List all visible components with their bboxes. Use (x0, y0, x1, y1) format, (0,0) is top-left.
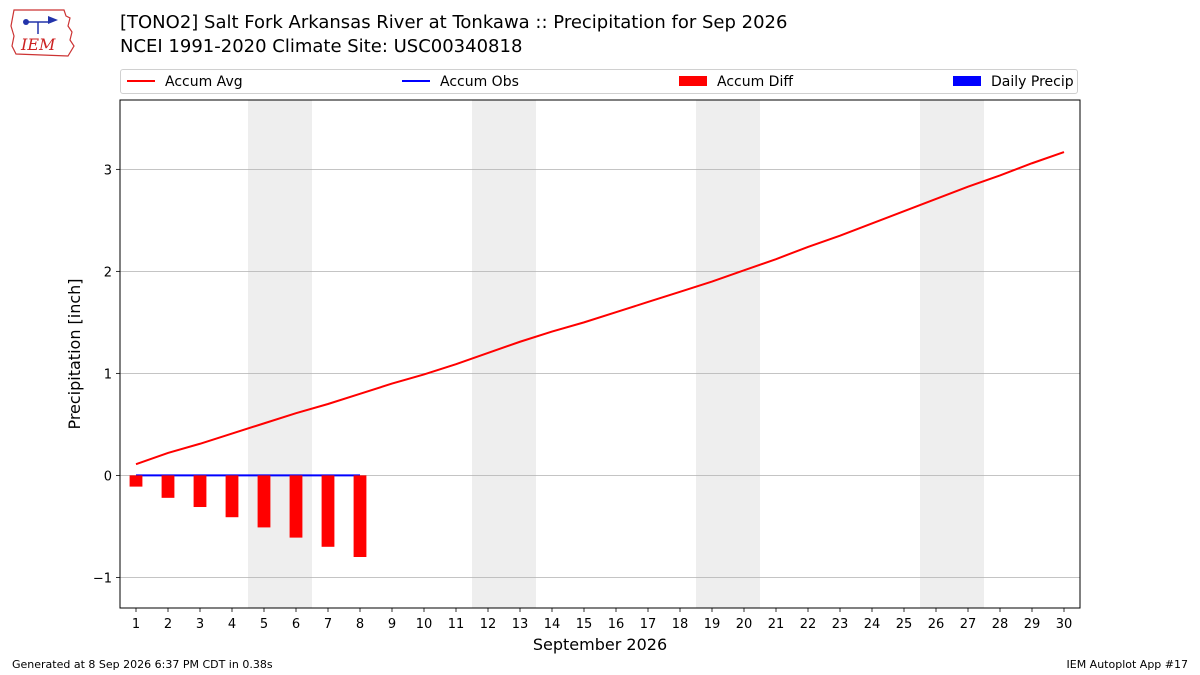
x-tick-label: 7 (324, 617, 332, 632)
legend: Accum Avg Accum Obs Accum Diff Daily Pre… (120, 69, 1078, 94)
bar-accum-diff (257, 475, 271, 528)
x-tick-label: 1 (132, 617, 140, 632)
legend-swatch (127, 80, 155, 82)
x-tick-label: 4 (228, 617, 236, 632)
x-tick-label: 6 (292, 617, 300, 632)
bar-accum-diff (193, 475, 207, 508)
x-tick-label: 11 (448, 617, 465, 632)
bar-accum-diff (225, 475, 239, 518)
y-tick-label: 0 (104, 469, 112, 484)
bar-accum-diff (321, 475, 335, 547)
x-tick-label: 21 (768, 617, 785, 632)
y-tick-label: −1 (93, 571, 112, 586)
x-tick-label: 2 (164, 617, 172, 632)
legend-item-accum-obs: Accum Obs (402, 74, 519, 90)
legend-label: Accum Avg (165, 74, 243, 90)
legend-swatch (953, 75, 981, 86)
y-tick-label: 1 (104, 367, 112, 382)
iem-logo: IEM (8, 6, 80, 58)
legend-label: Accum Diff (717, 74, 794, 90)
legend-label: Accum Obs (440, 74, 519, 90)
x-tick-label: 8 (356, 617, 364, 632)
legend-swatch (402, 80, 430, 82)
x-tick-label: 13 (512, 617, 529, 632)
legend-item-accum-diff: Accum Diff (679, 74, 793, 90)
x-tick-label: 17 (640, 617, 657, 632)
x-tick-label: 12 (480, 617, 497, 632)
x-tick-label: 25 (896, 617, 913, 632)
x-tick-label: 5 (260, 617, 268, 632)
x-tick-label: 28 (992, 617, 1009, 632)
bar-accum-diff (353, 475, 367, 557)
bar-accum-diff (161, 475, 175, 498)
bar-accum-diff (129, 475, 143, 487)
footer-app-label: IEM Autoplot App #17 (1066, 658, 1189, 671)
svg-text:IEM: IEM (20, 35, 56, 54)
x-tick-label: 20 (736, 617, 753, 632)
legend-label: Daily Precip (991, 74, 1074, 90)
line-accum-avg (135, 151, 1065, 466)
x-tick-label: 9 (388, 617, 396, 632)
x-tick-label: 24 (864, 617, 881, 632)
x-tick-label: 29 (1024, 617, 1041, 632)
bar-accum-diff (289, 475, 303, 538)
y-axis-label: Precipitation [inch] (65, 278, 84, 429)
x-tick-label: 3 (196, 617, 204, 632)
x-tick-label: 15 (576, 617, 593, 632)
chart-subtitle: NCEI 1991-2020 Climate Site: USC00340818 (120, 36, 523, 57)
x-tick-label: 16 (608, 617, 625, 632)
x-tick-label: 30 (1056, 617, 1073, 632)
weekend-shade (696, 100, 760, 608)
chart-title: [TONO2] Salt Fork Arkansas River at Tonk… (120, 12, 788, 33)
y-tick-label: 3 (104, 163, 112, 178)
x-axis-label: September 2026 (533, 635, 667, 654)
footer-generated-text: Generated at 8 Sep 2026 6:37 PM CDT in 0… (12, 658, 273, 671)
x-tick-label: 18 (672, 617, 689, 632)
x-tick-label: 10 (416, 617, 433, 632)
x-tick-label: 14 (544, 617, 561, 632)
legend-item-daily-precip: Daily Precip (953, 74, 1074, 90)
y-tick-label: 2 (104, 265, 112, 280)
x-tick-label: 22 (800, 617, 817, 632)
x-tick-label: 26 (928, 617, 945, 632)
weekend-shade (472, 100, 536, 608)
plot-frame (119, 99, 1081, 609)
weekend-shade (920, 100, 984, 608)
legend-item-accum-avg: Accum Avg (127, 74, 243, 90)
legend-swatch (679, 75, 707, 86)
x-tick-label: 19 (704, 617, 721, 632)
x-tick-label: 23 (832, 617, 849, 632)
x-tick-label: 27 (960, 617, 977, 632)
